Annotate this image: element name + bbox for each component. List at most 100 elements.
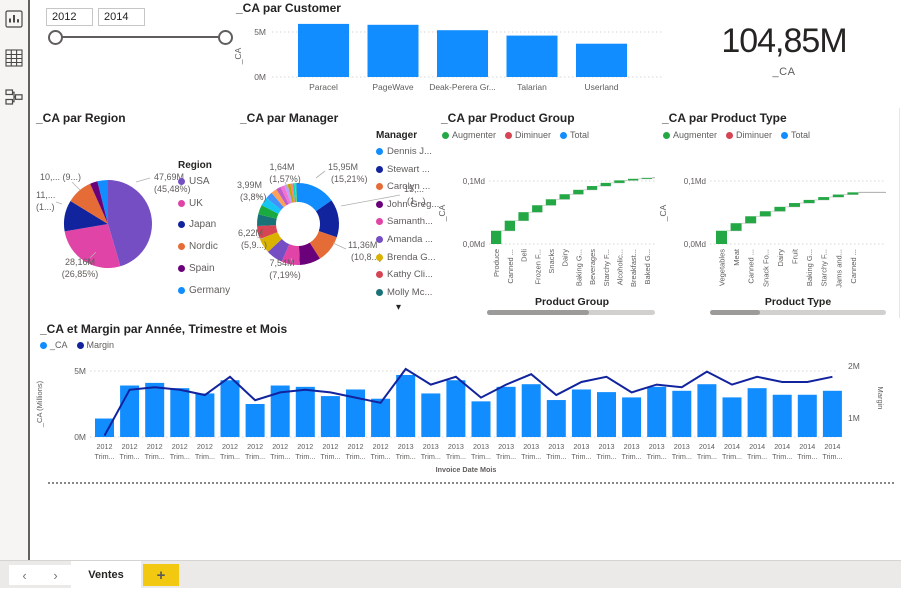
donut-slice[interactable] [294,183,298,203]
add-page-button[interactable]: + [143,564,179,586]
waterfall-step-Canned ...[interactable] [847,192,859,195]
waterfall-step-Snack Fo...[interactable] [759,211,771,217]
legend-item-japan[interactable]: Japan [178,219,216,230]
waterfall-step-Meat[interactable] [730,223,742,231]
donut-slice[interactable] [298,242,320,265]
bar-Deak-Perera Gr...[interactable] [437,30,488,77]
bar-Userland[interactable] [576,43,627,77]
waterfall-step-Starchy F...[interactable] [818,197,830,200]
region-pie-chart[interactable]: 47,69M (45,48%) 28,16M (26,85%) 11,... (1...)… [32,108,236,318]
combo-bar[interactable] [295,386,315,437]
waterfall-step-Dairy[interactable] [774,206,786,212]
pie-slice-germany[interactable] [97,180,108,224]
donut-slice[interactable] [261,197,282,214]
waterfall-step-Fruit[interactable] [789,203,800,207]
donut-slice[interactable] [267,238,290,262]
legend-item-diminuer[interactable]: Diminuer [505,130,551,140]
combo-bar[interactable] [220,380,240,437]
legend-item-spain[interactable]: Spain [178,263,215,274]
combo-bar[interactable] [346,389,365,437]
combo-bar[interactable] [371,398,391,437]
combo-bar[interactable] [145,382,165,437]
combo-bar[interactable] [747,388,767,437]
legend-item-margin[interactable]: Margin [76,340,114,350]
pie-slice-spain[interactable] [90,181,108,224]
waterfall-step-Breakfast...[interactable] [628,178,639,181]
donut-slice[interactable] [298,183,332,212]
combo-bar[interactable] [195,393,215,437]
tab-ventes[interactable]: Ventes [71,561,141,589]
legend-item-carolyn-[interactable]: Carolyn ... [376,181,430,192]
prev-page-icon[interactable]: ‹ [22,567,27,583]
donut-slice[interactable] [259,232,282,252]
region-pie-visual[interactable]: _CA par Region 47,69M (45,48%) 28,16M (26,8… [32,108,236,318]
bar-Talarian[interactable] [506,35,558,77]
waterfall-step-Canned ...[interactable] [745,216,757,224]
combo-bar[interactable] [496,386,516,437]
combo-bar[interactable] [647,386,667,437]
combo-bar[interactable] [270,385,290,437]
donut-slice[interactable] [287,183,294,203]
legend-item-stewart-[interactable]: Stewart ... [376,164,430,175]
combo-bar[interactable] [597,392,616,437]
pie-slice-usa[interactable] [108,180,152,267]
donut-slice[interactable] [271,189,287,208]
combo-bar[interactable] [170,388,190,437]
donut-slice[interactable] [266,192,284,210]
model-view-icon[interactable] [3,86,25,108]
bar-Paracel[interactable] [298,23,349,77]
slicer-track[interactable] [55,36,225,38]
legend-item-usa[interactable]: USA [178,176,210,187]
combo-bar[interactable] [546,400,566,437]
customer-bar-chart[interactable]: 5M 0M _CA Paracel PageWave Deak-Perera Gr... T… [232,0,668,106]
legend-item-samanth-[interactable]: Samanth... [376,216,433,227]
combo-bar[interactable] [697,384,717,437]
pie-slice-uk[interactable] [64,224,121,268]
donut-slice[interactable] [258,205,279,219]
donut-slice[interactable] [257,225,278,240]
waterfall-step-Jams and...[interactable] [832,194,844,198]
scrollbar-thumb[interactable] [487,310,589,315]
combo-bar[interactable] [421,393,441,437]
waterfall-step-Dairy[interactable] [559,194,570,200]
legend-item-kathy-cli-[interactable]: Kathy Cli... [376,269,433,280]
pie-slice-japan[interactable] [64,201,108,232]
product-group-waterfall-visual[interactable]: _CA par Product Group Augmenter Diminuer T… [437,108,659,318]
donut-slice[interactable] [290,183,296,203]
donut-slice[interactable] [292,183,297,203]
legend-item-john-greg-[interactable]: John Greg... [376,199,439,210]
customer-bar-visual[interactable]: _CA par Customer 5M 0M _CA Paracel PageWave D… [232,0,668,106]
waterfall-step-Deli[interactable] [518,212,529,221]
donut-slice[interactable] [257,214,277,227]
product-type-waterfall-visual[interactable]: _CA par Product Type Augmenter Diminuer To… [658,108,900,318]
donut-slice[interactable] [276,186,289,206]
combo-bar[interactable] [622,397,642,437]
waterfall-step-Baking G...[interactable] [803,199,815,204]
waterfall-step-Beverages[interactable] [586,186,598,190]
ca-margin-combo-visual[interactable]: _CA et Margin par Année, Trimestre et Mo… [32,320,900,487]
combo-bar[interactable] [120,385,140,437]
legend-item-amanda-[interactable]: Amanda ... [376,234,433,245]
combo-bar[interactable] [95,418,114,437]
combo-bar[interactable] [396,374,416,437]
pie-slice-nordic[interactable] [70,183,108,224]
manager-donut-chart[interactable]: 15,95M (15,21%) 15,... (1...) 11,36M (10,8...… [236,108,438,318]
combo-bar[interactable] [471,401,491,437]
donut-slice[interactable] [284,184,293,204]
waterfall-step-Snacks[interactable] [545,199,557,206]
legend-item-brenda-g-[interactable]: Brenda G... [376,252,436,263]
slicer-handle-end[interactable] [218,30,233,45]
legend-item-dennis-j-[interactable]: Dennis J... [376,146,432,157]
next-page-icon[interactable]: › [53,567,58,583]
legend-item-germany[interactable]: Germany [178,285,230,296]
waterfall-step-Baking G...[interactable] [573,189,584,195]
slicer-start-input[interactable] [46,8,93,26]
margin-line[interactable] [103,367,833,437]
donut-slice[interactable] [309,231,337,259]
legend-item-uk[interactable]: UK [178,198,203,209]
bar-PageWave[interactable] [367,24,419,77]
combo-bar[interactable] [797,394,817,437]
manager-donut-visual[interactable]: _CA par Manager 15,95M (15,21%) 15,... (1..… [236,108,439,318]
waterfall-step-Starchy F...[interactable] [600,182,611,187]
